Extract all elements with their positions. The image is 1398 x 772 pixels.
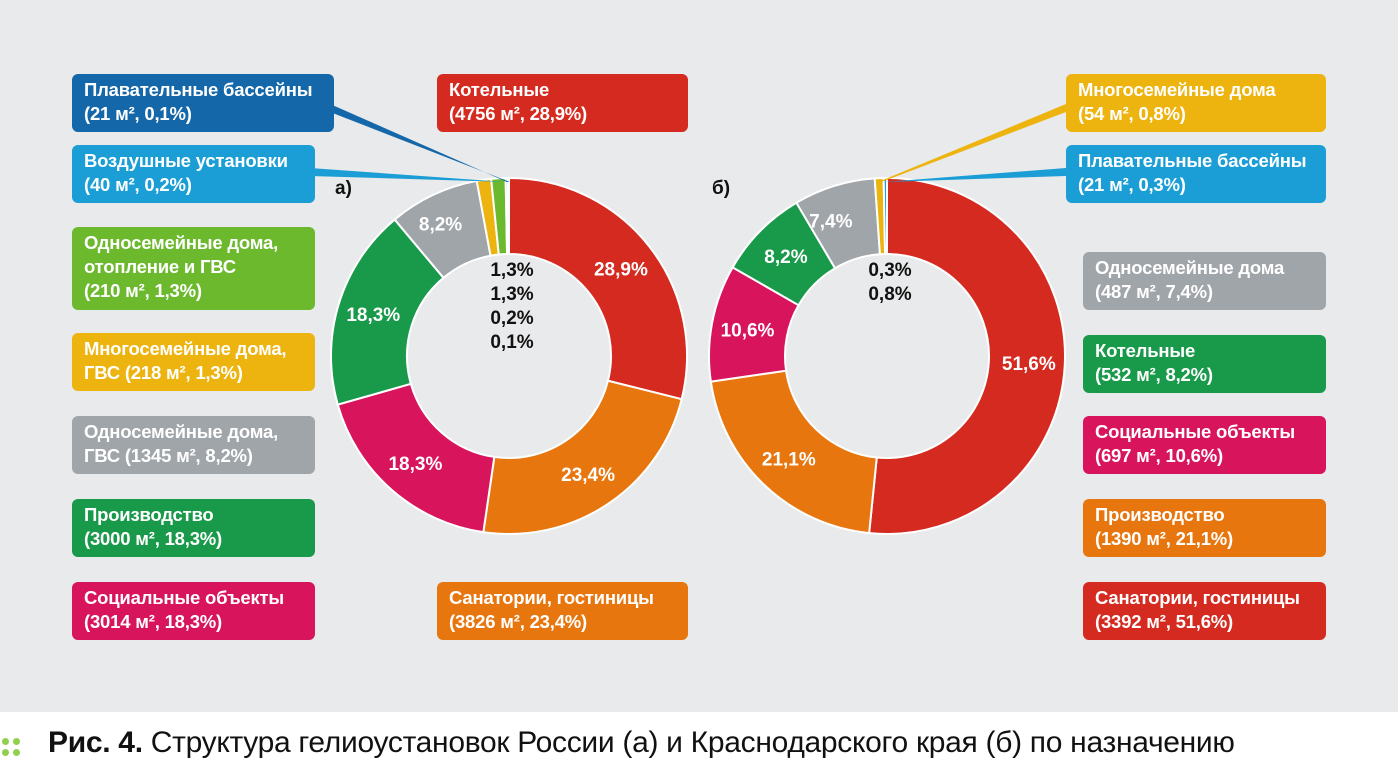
legend-line: (3014 м², 18,3%) xyxy=(84,611,222,632)
leader-line xyxy=(310,168,509,183)
legend-line: Санатории, гостиницы xyxy=(1095,587,1300,608)
donut-slice xyxy=(482,379,683,535)
caption-figure-number: Рис. 4. xyxy=(48,726,143,759)
donut-slice xyxy=(506,176,510,256)
center-label: 0,1% xyxy=(490,332,533,353)
legend-line: ГВС (1345 м², 8,2%) xyxy=(84,445,253,466)
chart-b-tag: б) xyxy=(712,178,731,199)
slice-label: 21,1% xyxy=(762,450,816,471)
legend-b-boilers: Котельные (532 м², 8,2%) xyxy=(1083,335,1326,393)
legend-b-sanatoriums: Санатории, гостиницы (3392 м², 51,6%) xyxy=(1083,582,1326,640)
slice-label: 10,6% xyxy=(721,320,775,341)
donut-slice xyxy=(508,176,688,401)
donut-slice xyxy=(330,218,445,406)
legend-line: (4756 м², 28,9%) xyxy=(449,103,587,124)
legend-line: Котельные xyxy=(449,79,550,100)
donut-slice xyxy=(709,369,878,535)
legend-line: (21 м², 0,3%) xyxy=(1078,174,1186,195)
slice-label: 18,3% xyxy=(346,305,400,326)
legend-a-single-family-dhw: Односемейные дома, ГВС (1345 м², 8,2%) xyxy=(72,416,315,474)
chart-a-tag: а) xyxy=(335,178,352,199)
legend-line: (532 м², 8,2%) xyxy=(1095,364,1213,385)
legend-line: (3826 м², 23,4%) xyxy=(449,611,587,632)
slice-label: 8,2% xyxy=(764,247,807,268)
legend-line: Многосемейные дома xyxy=(1078,79,1276,100)
legend-line: отопление и ГВС xyxy=(84,256,236,277)
legend-line: ГВС (218 м², 1,3%) xyxy=(84,362,243,383)
legend-line: Односемейные дома xyxy=(1095,257,1285,278)
legend-line: Производство xyxy=(84,504,214,525)
legend-b-single-family: Односемейные дома (487 м², 7,4%) xyxy=(1083,252,1326,310)
donut-slice xyxy=(868,176,1066,535)
legend-a-multi-family-dhw: Многосемейные дома, ГВС (218 м², 1,3%) xyxy=(72,333,315,391)
caption-text: Рис. 4. Структура гелиоустановок России … xyxy=(48,726,1235,760)
slice-label: 8,2% xyxy=(419,215,462,236)
legend-a-air: Воздушные установки (40 м², 0,2%) xyxy=(72,145,315,203)
legend-line: (40 м², 0,2%) xyxy=(84,174,192,195)
slice-label: 7,4% xyxy=(809,211,852,232)
legend-a-sanatoriums: Санатории, гостиницы (3826 м², 23,4%) xyxy=(437,582,688,640)
center-label: 1,3% xyxy=(490,284,533,305)
legend-line: Производство xyxy=(1095,504,1225,525)
legend-line: Санатории, гостиницы xyxy=(449,587,654,608)
leader-line xyxy=(883,168,1066,183)
legend-line: Воздушные установки xyxy=(84,150,288,171)
legend-line: (1390 м², 21,1%) xyxy=(1095,528,1233,549)
donut-slice xyxy=(882,176,888,256)
legend-line: (54 м², 0,8%) xyxy=(1078,103,1186,124)
legend-b-social: Социальные объекты (697 м², 10,6%) xyxy=(1083,416,1326,474)
legend-line: Односемейные дома, xyxy=(84,421,279,442)
legend-line: Социальные объекты xyxy=(1095,421,1295,442)
slice-label: 28,9% xyxy=(594,260,648,281)
legend-line: Многосемейные дома, xyxy=(84,338,287,359)
legend-a-social: Социальные объекты (3014 м², 18,3%) xyxy=(72,582,315,640)
figure-caption: Рис. 4. Структура гелиоустановок России … xyxy=(0,722,1398,772)
legend-line: Социальные объекты xyxy=(84,587,284,608)
leader-line xyxy=(877,104,1066,183)
legend-a-single-family-heating: Односемейные дома, отопление и ГВС (210 … xyxy=(72,227,315,310)
legend-b-pools: Плавательные бассейны (21 м², 0,3%) xyxy=(1066,145,1326,203)
legend-line: (3392 м², 51,6%) xyxy=(1095,611,1233,632)
caption-body: Структура гелиоустановок России (а) и Кр… xyxy=(142,726,1235,759)
slice-label: 18,3% xyxy=(388,454,442,475)
legend-a-production: Производство (3000 м², 18,3%) xyxy=(72,499,315,557)
legend-line: Котельные xyxy=(1095,340,1196,361)
legend-line: Плавательные бассейны xyxy=(84,79,313,100)
legend-line: (210 м², 1,3%) xyxy=(84,280,202,301)
legend-line: (21 м², 0,1%) xyxy=(84,103,192,124)
donut-slice xyxy=(336,382,496,534)
legend-line: (697 м², 10,6%) xyxy=(1095,445,1223,466)
legend-line: (3000 м², 18,3%) xyxy=(84,528,222,549)
center-label: 0,2% xyxy=(490,308,533,329)
legend-b-multi-family: Многосемейные дома (54 м², 0,8%) xyxy=(1066,74,1326,132)
legend-line: Односемейные дома, xyxy=(84,232,279,253)
charts-canvas: 28,9% 23,4% 18,3% 18,3% 8,2% 1,3% 1,3% 0,2% 0,1%… xyxy=(310,104,1066,535)
legend-a-pools: Плавательные бассейны (21 м², 0,1%) xyxy=(72,74,334,132)
center-label: 0,3% xyxy=(868,260,911,281)
center-label: 0,8% xyxy=(868,284,911,305)
center-label: 1,3% xyxy=(490,260,533,281)
legend-line: Плавательные бассейны xyxy=(1078,150,1307,171)
slice-label: 51,6% xyxy=(1002,354,1056,375)
slice-label: 23,4% xyxy=(561,465,615,486)
legend-b-production: Производство (1390 м², 21,1%) xyxy=(1083,499,1326,557)
legend-line: (487 м², 7,4%) xyxy=(1095,281,1213,302)
legend-a-boilers: Котельные (4756 м², 28,9%) xyxy=(437,74,688,132)
